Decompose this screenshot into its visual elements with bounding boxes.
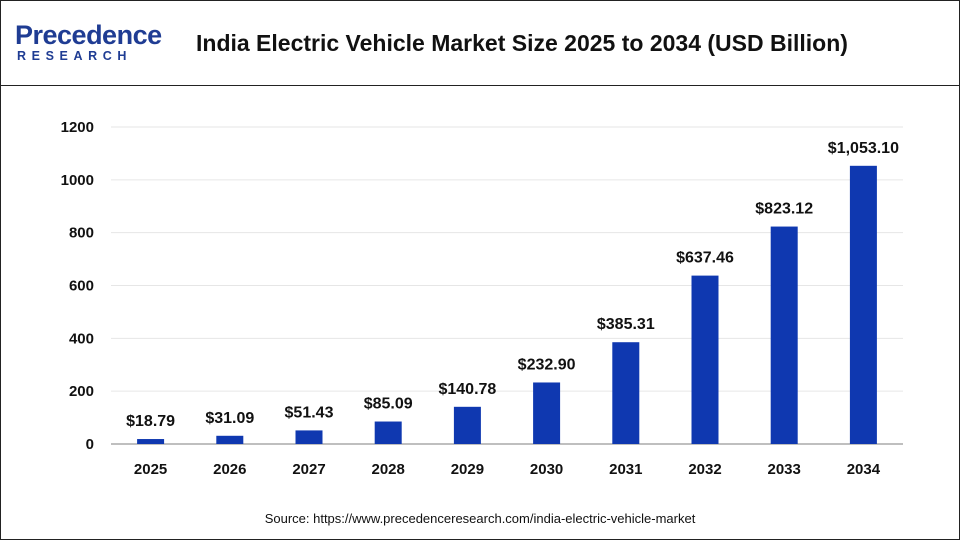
- bar: [770, 226, 798, 444]
- bar: [533, 382, 561, 444]
- logo-subtitle: RESEARCH: [17, 49, 132, 63]
- data-label: $18.79: [126, 413, 175, 430]
- bar: [295, 430, 323, 444]
- y-tick-label: 600: [69, 278, 94, 295]
- data-label: $232.90: [518, 356, 576, 373]
- bar: [374, 421, 402, 444]
- x-tick-label: 2034: [847, 461, 881, 478]
- x-tick-label: 2025: [134, 461, 167, 478]
- header: Precedence RESEARCH India Electric Vehic…: [1, 1, 959, 86]
- x-tick-label: 2029: [451, 461, 484, 478]
- source-note: Source: https://www.precedenceresearch.c…: [264, 511, 696, 526]
- company-logo: Precedence RESEARCH: [15, 21, 165, 65]
- bar: [453, 406, 481, 444]
- data-label: $85.09: [364, 396, 413, 413]
- y-tick-label: 800: [69, 225, 94, 242]
- bar: [691, 275, 719, 444]
- data-label: $51.43: [285, 404, 334, 421]
- data-label: $1,053.10: [828, 140, 899, 157]
- y-tick-label: 200: [69, 383, 94, 400]
- y-tick-label: 0: [86, 436, 94, 453]
- data-label: $637.46: [676, 250, 734, 267]
- x-tick-label: 2032: [688, 461, 721, 478]
- x-tick-label: 2028: [372, 461, 405, 478]
- data-label: $823.12: [755, 201, 813, 218]
- bar: [849, 165, 877, 444]
- bar: [216, 435, 244, 444]
- x-tick-label: 2026: [213, 461, 246, 478]
- bar: [612, 342, 640, 444]
- y-tick-label: 400: [69, 330, 94, 347]
- x-tick-label: 2033: [768, 461, 801, 478]
- y-tick-label: 1000: [61, 172, 94, 189]
- x-tick-label: 2030: [530, 461, 563, 478]
- y-tick-label: 1200: [61, 119, 94, 136]
- x-tick-label: 2027: [292, 461, 325, 478]
- x-tick-label: 2031: [609, 461, 642, 478]
- chart-title: India Electric Vehicle Market Size 2025 …: [196, 30, 848, 56]
- data-label: $31.09: [205, 410, 254, 427]
- data-label: $140.78: [438, 381, 496, 398]
- data-label: $385.31: [597, 316, 655, 333]
- bar: [137, 439, 165, 444]
- logo-wordmark: Precedence: [15, 20, 162, 50]
